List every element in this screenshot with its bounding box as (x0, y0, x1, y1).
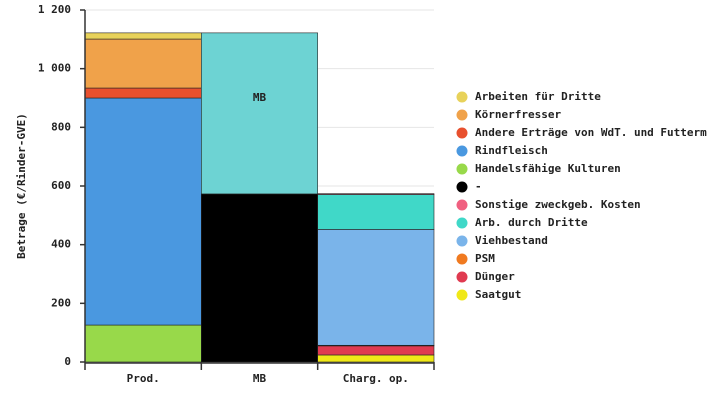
bar-segment (201, 32, 318, 195)
legend-marker (456, 145, 468, 157)
legend-marker (456, 271, 468, 283)
x-tick-label: MB (253, 372, 267, 385)
legend-label: Sonstige zweckgeb. Kosten (475, 198, 641, 211)
legend-label: Handelsfähige Kulturen (475, 162, 621, 175)
legend-label: Viehbestand (475, 234, 548, 247)
legend-label: Andere Erträge von WdT. und Futterm (475, 126, 707, 139)
bar-segment (317, 345, 435, 356)
legend-label: Rindfleisch (475, 144, 548, 157)
bar-segment (84, 87, 202, 99)
y-tick-label: 1 200 (38, 3, 71, 16)
y-tick-label: 400 (51, 238, 71, 251)
legend-label: Dünger (475, 270, 515, 283)
x-tick-label: Charg. op. (343, 372, 409, 385)
bar-label: MB (253, 91, 267, 104)
legend-marker (456, 91, 468, 103)
bar-segment (84, 38, 202, 89)
legend-marker (456, 127, 468, 139)
legend-marker (456, 289, 468, 301)
legend-label: Körnerfresser (475, 108, 561, 121)
legend-label: Saatgut (475, 288, 521, 301)
y-tick-label: 0 (64, 355, 71, 368)
y-tick-label: 200 (51, 296, 71, 309)
legend-label: Arb. durch Dritte (475, 216, 588, 229)
legend-marker (456, 217, 468, 229)
legend-marker (456, 199, 468, 211)
legend-marker (456, 163, 468, 175)
legend-label: PSM (475, 252, 495, 265)
legend-marker (456, 235, 468, 247)
bar-segment (201, 193, 318, 363)
legend-marker (456, 109, 468, 121)
bar-segment (317, 354, 435, 363)
bar-segment (317, 194, 435, 230)
legend-marker (456, 253, 468, 265)
bar-segment (317, 193, 435, 195)
legend-label: - (475, 180, 482, 193)
bar-segment (84, 32, 202, 40)
bar-segment (84, 324, 202, 363)
y-tick-label: 1 000 (38, 62, 71, 75)
y-tick-label: 800 (51, 120, 71, 133)
y-axis-title: Betrage (€/Rinder-GVE) (15, 113, 28, 259)
legend-marker (456, 181, 468, 193)
legend-label: Arbeiten für Dritte (475, 90, 601, 103)
y-tick-label: 600 (51, 179, 71, 192)
bar-segment (317, 229, 435, 346)
x-tick-label: Prod. (127, 372, 160, 385)
bar-segment (84, 97, 202, 326)
